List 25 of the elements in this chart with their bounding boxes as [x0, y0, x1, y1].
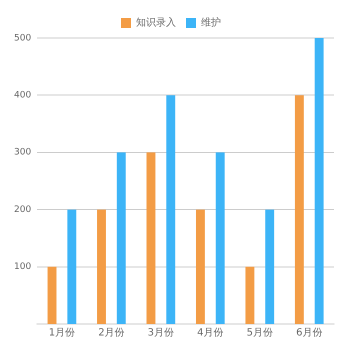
bar [265, 210, 274, 324]
y-tick-label: 100 [14, 262, 32, 272]
x-tick-label: 4月份 [197, 328, 224, 339]
legend-label: 知识录入 [136, 16, 176, 29]
bar [97, 210, 106, 324]
bar [48, 266, 56, 324]
bar [196, 210, 205, 324]
legend-label: 维护 [201, 16, 221, 29]
bar [67, 210, 76, 324]
y-tick-label: 500 [14, 33, 32, 44]
bar [166, 95, 176, 324]
x-tick-label: 6月份 [296, 328, 322, 339]
y-tick-label: 400 [14, 90, 32, 101]
x-tick-label: 1月份 [48, 328, 76, 339]
bar [116, 152, 126, 324]
bar [294, 95, 304, 324]
bar [245, 266, 254, 324]
y-tick-label: 200 [14, 204, 32, 215]
x-tick-label: 2月份 [98, 328, 125, 339]
bar [216, 152, 225, 324]
bar [314, 38, 324, 324]
x-tick-label: 5月份 [246, 328, 273, 339]
x-tick-label: 3月份 [148, 328, 174, 339]
y-tick-label: 300 [14, 148, 32, 158]
bar [146, 152, 156, 324]
